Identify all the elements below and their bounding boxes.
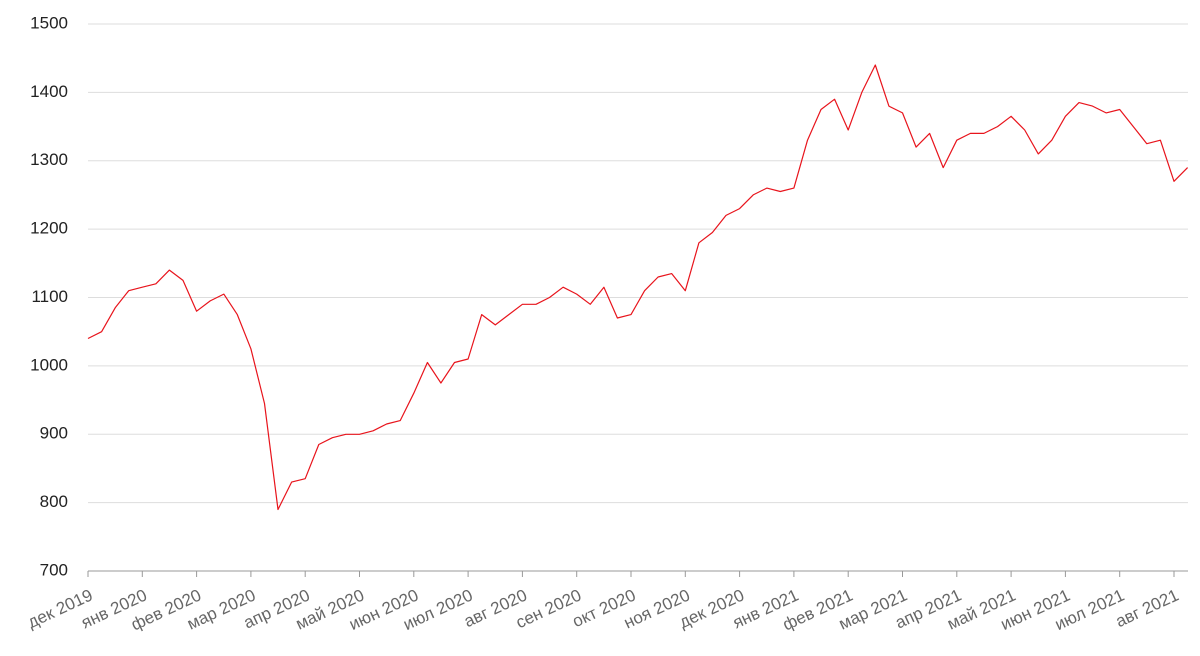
y-tick-label: 1300	[30, 150, 68, 169]
y-tick-label: 1000	[30, 355, 68, 374]
line-series	[87, 64, 1189, 511]
y-tick-label: 700	[40, 560, 68, 579]
y-tick-label: 1100	[31, 287, 68, 306]
x-tick-label: авг 2021	[1113, 585, 1182, 631]
y-tick-label: 1200	[30, 219, 68, 238]
y-tick-label: 900	[40, 424, 68, 443]
y-tick-label: 1400	[30, 82, 68, 101]
y-tick-label: 1500	[30, 13, 68, 32]
y-tick-label: 800	[40, 492, 68, 511]
